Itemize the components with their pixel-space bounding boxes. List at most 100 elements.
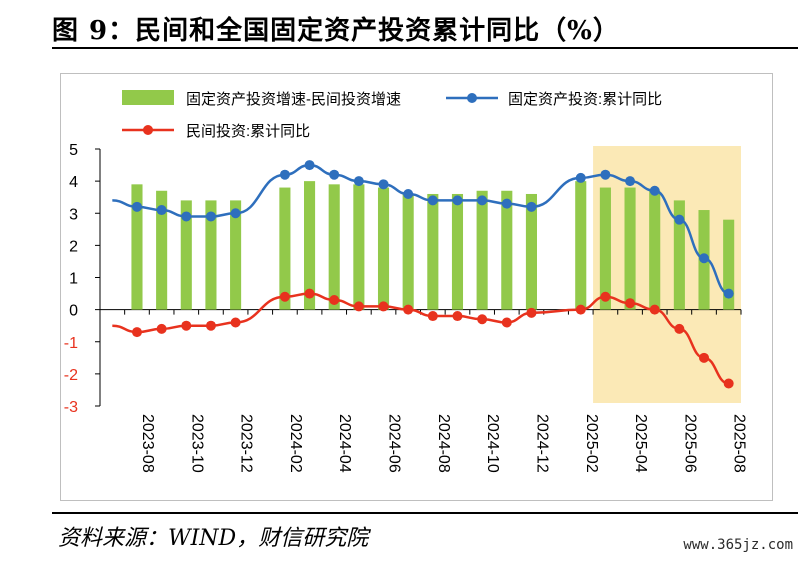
- national-line-point: [600, 169, 611, 180]
- national-line-point: [625, 176, 636, 187]
- national-line-point: [501, 198, 512, 209]
- national-line-point: [353, 176, 364, 187]
- private-line-point: [674, 323, 685, 334]
- y-tick-label: -1: [64, 335, 78, 352]
- tick-labels: -3 -2 -1 0 1 2 3 4 5 2023-08 2023-10 2023-12 2024-02…: [64, 142, 748, 473]
- national-line-point: [674, 214, 685, 225]
- bar: [230, 200, 242, 310]
- x-tick-label: 2025-06: [681, 414, 698, 473]
- private-line-point: [649, 304, 660, 315]
- y-tick-label: -3: [64, 399, 78, 416]
- private-line-point: [403, 304, 414, 315]
- bar: [353, 184, 365, 310]
- x-tick-label: 2024-04: [336, 414, 353, 473]
- national-line-point: [699, 253, 710, 264]
- bar: [205, 200, 217, 310]
- y-tick-label: 2: [69, 238, 78, 255]
- bar: [525, 193, 537, 310]
- x-tick-label: 2023-10: [188, 414, 205, 473]
- legend-marker-national: [467, 93, 477, 103]
- x-tick-label: 2024-06: [386, 414, 403, 473]
- bar: [501, 190, 513, 310]
- y-tick-label: 5: [69, 142, 78, 159]
- bar: [402, 193, 414, 310]
- national-line-point: [649, 185, 660, 196]
- bar: [624, 187, 636, 310]
- national-line-point: [526, 201, 537, 212]
- legend-label-national: 固定资产投资:累计同比: [508, 91, 662, 108]
- national-line-point: [156, 205, 167, 216]
- x-tick-label: 2025-02: [583, 414, 600, 473]
- bar: [723, 219, 735, 310]
- x-tick-label: 2023-12: [238, 414, 255, 473]
- national-line-point: [329, 169, 340, 180]
- private-line-point: [600, 291, 611, 302]
- private-line-point: [625, 298, 636, 309]
- national-line-point: [452, 195, 463, 206]
- bar: [599, 187, 611, 310]
- national-line-point: [131, 201, 142, 212]
- private-line-point: [723, 378, 734, 389]
- footer-rule: [52, 512, 798, 514]
- watermark: www.365jz.com: [683, 537, 793, 553]
- national-line-point: [279, 169, 290, 180]
- y-tick-label: 3: [69, 206, 78, 223]
- national-line-point: [477, 195, 488, 206]
- private-line-point: [156, 323, 167, 334]
- bar: [575, 181, 587, 310]
- national-line-point: [304, 160, 315, 171]
- bar: [279, 187, 291, 310]
- title-rule: [52, 47, 798, 49]
- private-line-point: [181, 320, 192, 331]
- bar: [180, 200, 192, 310]
- bar: [427, 193, 439, 310]
- national-line-point: [575, 172, 586, 183]
- private-line-point: [329, 294, 340, 305]
- x-tick-label: 2025-04: [632, 414, 649, 473]
- x-tick-label: 2025-08: [731, 414, 748, 473]
- national-line-point: [723, 288, 734, 299]
- y-tick-label: 4: [69, 174, 78, 191]
- y-tick-label: 0: [69, 303, 78, 320]
- highlight-region: [593, 146, 741, 403]
- private-line-point: [427, 311, 438, 322]
- bar: [377, 187, 390, 310]
- y-tick-label: 1: [69, 271, 78, 288]
- source-note: 资料来源：WIND，财信研究院: [58, 526, 369, 551]
- y-tick-label: -2: [64, 367, 78, 384]
- legend-marker-private: [143, 125, 153, 135]
- private-line-point: [304, 288, 315, 299]
- bar: [304, 181, 316, 310]
- x-tick-label: 2024-08: [435, 414, 452, 473]
- x-tick-label: 2024-10: [484, 414, 501, 473]
- private-line-point: [477, 314, 488, 325]
- line-series: [112, 160, 734, 389]
- private-line-point: [452, 311, 463, 322]
- bar: [451, 193, 464, 310]
- x-tick-label: 2024-12: [533, 414, 550, 473]
- private-line-point: [353, 301, 364, 312]
- private-line-point: [378, 301, 389, 312]
- figure-title: 图 9：民间和全国固定资产投资累计同比（%）: [52, 16, 620, 46]
- legend-label-private: 民间投资:累计同比: [186, 123, 310, 140]
- bar: [131, 184, 143, 310]
- x-tick-label: 2024-02: [287, 414, 304, 473]
- national-line-point: [378, 179, 389, 190]
- national-line-point: [230, 208, 241, 219]
- bar: [328, 184, 340, 310]
- private-line-point: [205, 320, 216, 331]
- x-tick-label: 2023-08: [139, 414, 156, 473]
- national-line-point: [205, 211, 216, 222]
- private-line-point: [279, 291, 290, 302]
- private-line-point: [699, 352, 710, 363]
- national-line-point: [403, 188, 414, 199]
- bar: [156, 190, 168, 310]
- bar-series: [131, 181, 735, 310]
- private-line-point: [526, 307, 537, 318]
- chart-frame: [60, 73, 773, 501]
- bar: [476, 190, 488, 310]
- private-line-point: [575, 304, 586, 315]
- legend-label-bar: 固定资产投资增速-民间投资增速: [186, 91, 401, 108]
- bar: [673, 200, 685, 310]
